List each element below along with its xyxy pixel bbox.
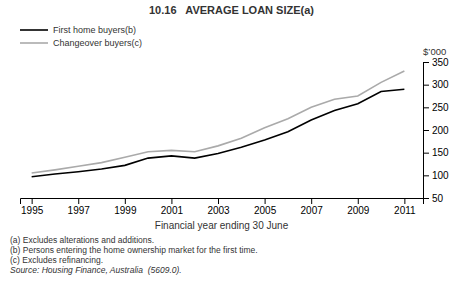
x-tick-label: 2007: [301, 205, 324, 216]
x-tick-mark: [218, 198, 219, 204]
x-tick: 2011: [394, 198, 416, 216]
source: Source: Housing Finance, Australia (5609…: [10, 265, 182, 275]
x-tick-label: 1997: [68, 205, 91, 216]
y-tick: 350: [423, 57, 449, 68]
series-line: [32, 71, 405, 173]
x-tick-label: 2003: [207, 205, 230, 216]
legend: First home buyers(b) Changeover buyers(c): [20, 25, 142, 48]
y-tick: 250: [423, 102, 449, 113]
x-tick: 2003: [207, 198, 230, 216]
lines: [32, 71, 405, 177]
x-tick-mark: [404, 198, 405, 204]
x-tick: 2009: [347, 198, 370, 216]
y-tick-label: 100: [432, 170, 449, 181]
legend-label: Changeover buyers(c): [53, 38, 142, 48]
y-tick-mark: [423, 85, 429, 86]
y-tick-mark: [423, 175, 429, 176]
chart: 10.16 AVERAGE LOAN SIZE(a) 1995 1997 1999 20…: [0, 0, 463, 282]
x-tick: 2007: [301, 198, 324, 216]
y-tick-label: 350: [432, 57, 449, 68]
y-tick: 200: [423, 125, 449, 136]
y-tick-label: 250: [432, 102, 449, 113]
x-tick-mark: [358, 198, 359, 204]
x-tick-label: 1999: [114, 205, 137, 216]
x-tick-label: 2009: [347, 205, 370, 216]
y-tick: 300: [423, 79, 449, 90]
legend-label: First home buyers(b): [53, 25, 136, 35]
x-tick: 1997: [68, 198, 91, 216]
y-axis-title: $’000: [423, 46, 446, 57]
y-tick-label: 50: [432, 193, 444, 204]
x-tick-label: 2005: [254, 205, 277, 216]
x-tick-label: 2001: [161, 205, 184, 216]
footnote: (c) Excludes refinancing.: [10, 255, 103, 265]
x-tick-mark: [32, 198, 33, 204]
chart-container: 10.16 AVERAGE LOAN SIZE(a) 1995 1997 1999 20…: [0, 0, 463, 282]
x-tick: 1995: [21, 198, 44, 216]
x-tick: 1999: [114, 198, 137, 216]
y-tick-mark: [423, 198, 429, 199]
title: 10.16 AVERAGE LOAN SIZE(a): [149, 4, 314, 16]
x-tick: 2005: [254, 198, 277, 216]
legend-swatch: [20, 29, 48, 31]
y-axis: 50 100 150 200 250 300 350: [423, 57, 449, 204]
y-tick-label: 300: [432, 79, 449, 90]
x-tick-mark: [311, 198, 312, 204]
x-axis: 1995 1997 1999 2001 2003 2005 2007 2009 2011: [21, 198, 424, 216]
y-tick-mark: [423, 130, 429, 131]
y-tick-mark: [423, 62, 429, 63]
series-line: [32, 89, 405, 176]
footnotes: (a) Excludes alterations and additions.(…: [10, 235, 258, 275]
x-tick-mark: [171, 198, 172, 204]
x-tick-mark: [265, 198, 266, 204]
y-tick-mark: [423, 153, 429, 154]
footnote: (a) Excludes alterations and additions.: [10, 235, 154, 245]
legend-swatch: [20, 42, 48, 44]
x-axis-line: [21, 199, 424, 205]
y-axis-line: [424, 63, 430, 199]
y-tick-label: 150: [432, 147, 449, 158]
y-tick-mark: [423, 107, 429, 108]
x-axis-title: Financial year ending 30 June: [155, 220, 289, 231]
y-tick: 150: [423, 147, 449, 158]
x-tick-mark: [78, 198, 79, 204]
y-tick: 100: [423, 170, 449, 181]
x-tick-mark: [125, 198, 126, 204]
x-tick-label: 1995: [21, 205, 44, 216]
x-tick: 2001: [161, 198, 184, 216]
y-tick-label: 200: [432, 125, 449, 136]
plot-area: 1995 1997 1999 2001 2003 2005 2007 2009 2011 50 10…: [21, 57, 450, 216]
footnote: (b) Persons entering the home ownership …: [10, 245, 258, 255]
y-tick: 50: [423, 193, 444, 204]
x-tick-label: 2011: [394, 205, 416, 216]
